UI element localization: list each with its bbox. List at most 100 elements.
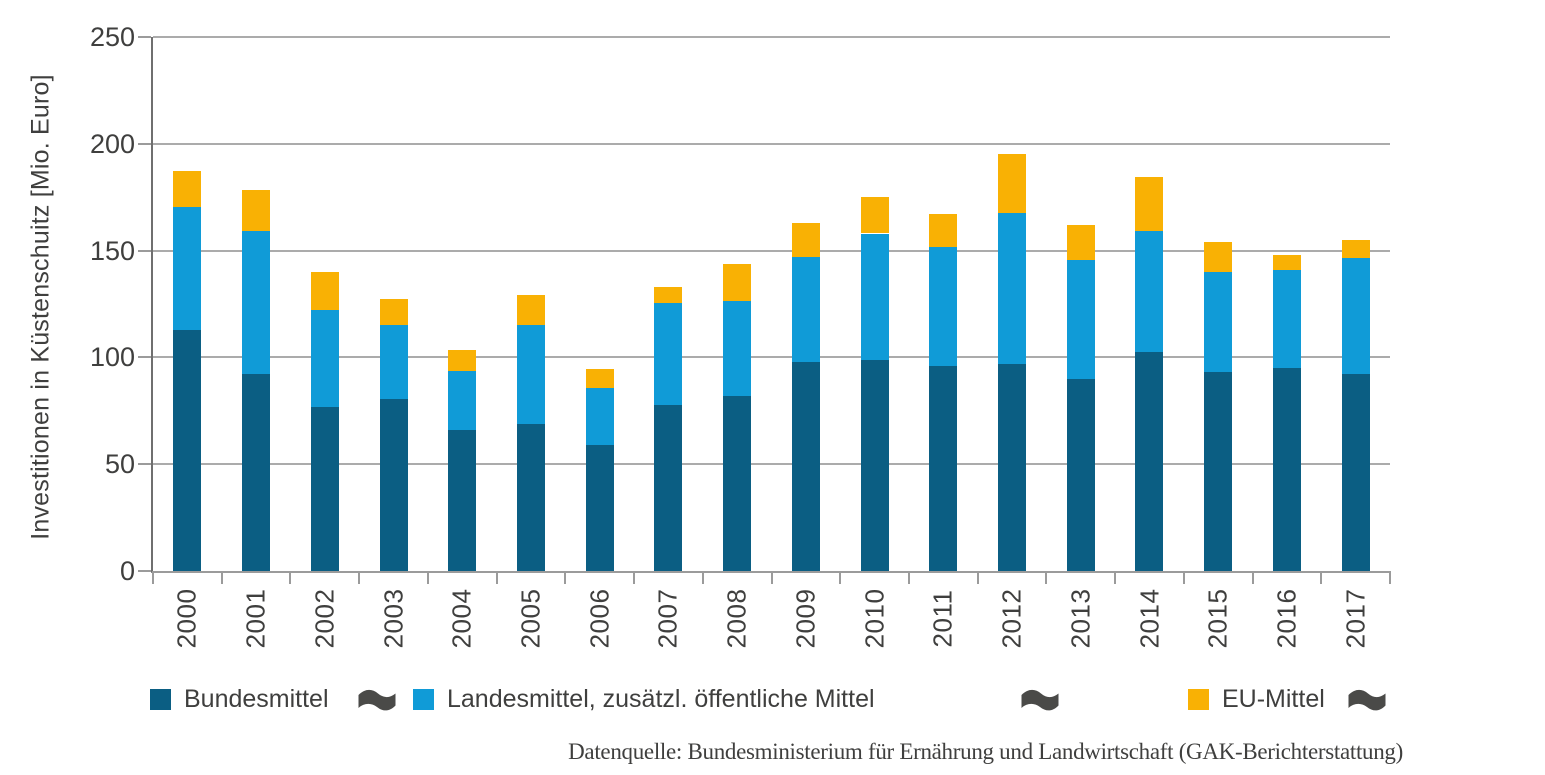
- bar-segment-2000-eu-mittel: [173, 170, 202, 207]
- x-tick-label-2007: 2007: [652, 588, 683, 648]
- bar-segment-2007-landesmittel: [654, 302, 683, 406]
- bar-segment-2008-landesmittel: [723, 300, 752, 396]
- legend-item-bundesmittel: Bundesmittel: [150, 685, 397, 713]
- bar-segment-2005-bundesmittel: [516, 423, 545, 571]
- x-axis-tick-2: [289, 571, 292, 584]
- bar-segment-2000-bundesmittel: [173, 329, 202, 571]
- x-axis-tick-15: [1182, 571, 1185, 584]
- x-axis-tick-13: [1045, 571, 1048, 584]
- bar-segment-2006-bundesmittel: [585, 444, 614, 571]
- x-axis-tick-0: [152, 571, 154, 584]
- x-axis-tick-4: [426, 571, 429, 584]
- x-axis-tick-6: [564, 571, 567, 584]
- bar-segment-2012-bundesmittel: [998, 363, 1027, 571]
- bar-segment-2017-bundesmittel: [1341, 374, 1370, 571]
- y-tick-label-250: 250: [89, 22, 135, 52]
- bar-segment-2009-bundesmittel: [791, 361, 820, 571]
- bar-segment-2013-landesmittel: [1066, 260, 1095, 379]
- gridline-200: [153, 142, 1390, 145]
- bar-segment-2006-eu-mittel: [585, 369, 614, 389]
- bar-segment-2001-eu-mittel: [242, 189, 271, 232]
- x-tick-label-2013: 2013: [1065, 588, 1096, 648]
- legend-swatch-bundesmittel: [150, 689, 171, 710]
- y-tick-label-50: 50: [104, 449, 135, 480]
- x-axis-tick-3: [358, 571, 361, 584]
- bar-segment-2014-landesmittel: [1135, 231, 1164, 353]
- y-tick-label-0: 0: [119, 556, 135, 586]
- legend-item-eu-mittel: EU-Mittel: [1188, 685, 1387, 713]
- bar-segment-2016-landesmittel: [1272, 269, 1301, 369]
- x-tick-label-2015: 2015: [1202, 588, 1233, 648]
- bar-segment-2002-bundesmittel: [310, 406, 339, 571]
- x-axis-tick-12: [976, 571, 979, 584]
- bar-segment-2004-landesmittel: [448, 371, 477, 431]
- bar-segment-2004-bundesmittel: [448, 430, 477, 571]
- x-tick-label-2003: 2003: [378, 588, 409, 648]
- flag-icon: [358, 689, 396, 711]
- bar-segment-2003-bundesmittel: [379, 399, 408, 571]
- x-tick-label-2002: 2002: [309, 588, 340, 648]
- bar-segment-2012-eu-mittel: [998, 154, 1027, 214]
- bar-segment-2004-eu-mittel: [448, 349, 477, 372]
- bar-segment-2013-bundesmittel: [1066, 378, 1095, 571]
- x-axis-tick-7: [633, 571, 636, 584]
- plot-area: 0 50 100 150 200 250 2000 2001 2002 2003 2004 2005 2…: [90, 22, 1391, 648]
- data-source-caption: Datenquelle: Bundesministerium für Ernäh…: [568, 739, 1403, 764]
- bar-segment-2002-landesmittel: [310, 310, 339, 407]
- x-axis-tick-14: [1114, 571, 1117, 584]
- bar-segment-2001-landesmittel: [242, 231, 271, 375]
- x-tick-label-2016: 2016: [1271, 588, 1302, 648]
- x-axis-tick-17: [1320, 571, 1323, 584]
- bar-segment-2000-landesmittel: [173, 206, 202, 330]
- y-axis-title: Investitionen in Küstenschuitz [Mio. Eur…: [26, 74, 55, 540]
- bar-segment-2015-bundesmittel: [1204, 372, 1233, 571]
- x-tick-label-2001: 2001: [240, 588, 271, 648]
- bar-segment-2001-bundesmittel: [242, 374, 271, 571]
- x-axis-tick-11: [907, 571, 910, 584]
- bar-segment-2014-bundesmittel: [1135, 352, 1164, 571]
- x-tick-label-2014: 2014: [1133, 588, 1164, 648]
- bar-segment-2005-eu-mittel: [516, 295, 545, 326]
- bar-segment-2006-landesmittel: [585, 388, 614, 445]
- x-axis-tick-5: [495, 571, 498, 584]
- bar-segment-2008-bundesmittel: [723, 395, 752, 571]
- bar-segment-2009-landesmittel: [791, 257, 820, 362]
- bar-segment-2008-eu-mittel: [723, 264, 752, 301]
- x-axis-tick-8: [701, 571, 704, 584]
- bar-segment-2016-bundesmittel: [1272, 368, 1301, 571]
- x-tick-label-2017: 2017: [1340, 588, 1371, 648]
- bar-segment-2009-eu-mittel: [791, 222, 820, 257]
- bar-segment-2017-landesmittel: [1341, 258, 1370, 375]
- bar-segment-2013-eu-mittel: [1066, 224, 1095, 261]
- x-axis-tick-10: [839, 571, 842, 584]
- y-tick-label-150: 150: [89, 235, 135, 266]
- x-axis-tick-1: [220, 571, 223, 584]
- y-axis-tick-100: [138, 356, 151, 359]
- y-axis-tick-0: [138, 570, 151, 572]
- x-tick-label-2008: 2008: [721, 588, 752, 648]
- bar-segment-2007-bundesmittel: [654, 405, 683, 571]
- legend-item-landesmittel: Landesmittel, zusätzl. öffentliche Mitte…: [413, 685, 1060, 713]
- y-axis-tick-50: [138, 463, 151, 466]
- gridline-150: [153, 249, 1390, 252]
- legend-swatch-eu-mittel: [1188, 689, 1209, 710]
- bar-segment-2010-landesmittel: [860, 233, 889, 360]
- legend-swatch-landesmittel: [413, 689, 434, 710]
- bar-segment-2015-eu-mittel: [1204, 242, 1233, 272]
- y-tick-label-200: 200: [89, 128, 135, 159]
- x-tick-label-2011: 2011: [927, 589, 958, 647]
- legend-label-landesmittel: Landesmittel, zusätzl. öffentliche Mitte…: [447, 685, 875, 713]
- x-axis-tick-9: [770, 571, 773, 584]
- x-tick-label-2000: 2000: [171, 588, 202, 648]
- y-axis-tick-200: [138, 142, 151, 145]
- gridline-250: [153, 36, 1390, 38]
- x-axis-tick-18: [1389, 571, 1391, 584]
- y-tick-label-100: 100: [89, 342, 135, 373]
- legend-label-bundesmittel: Bundesmittel: [184, 685, 329, 713]
- legend-label-eu-mittel: EU-Mittel: [1222, 685, 1325, 713]
- x-tick-label-2009: 2009: [790, 588, 821, 648]
- x-tick-label-2012: 2012: [996, 588, 1027, 648]
- flag-icon: [1348, 689, 1386, 711]
- bar-segment-2003-landesmittel: [379, 325, 408, 400]
